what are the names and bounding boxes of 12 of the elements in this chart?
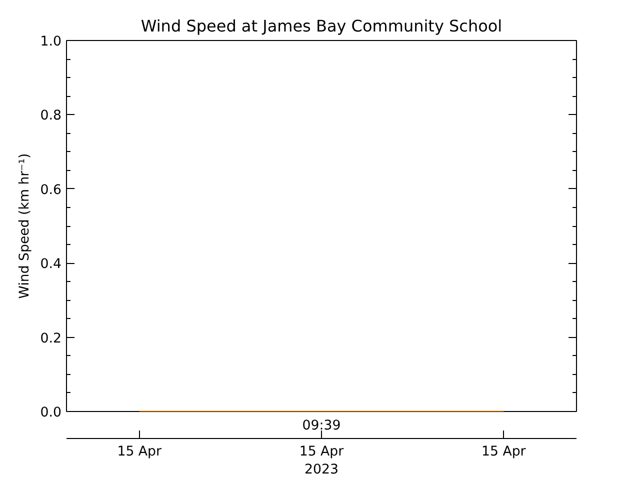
y-tick-label: 0.0 <box>40 406 62 420</box>
x-tick-label: 15 Apr <box>482 444 526 460</box>
y-tick-label: 0.6 <box>40 182 62 198</box>
y-tick-label: 1.0 <box>40 34 62 50</box>
x-tick-label: 15 Apr 2023 <box>299 444 344 478</box>
y-axis-title: Wind Speed (km hr⁻¹) <box>17 153 32 299</box>
x-tick-label: 15 Apr <box>117 444 162 460</box>
text: 09:39 <box>302 418 341 434</box>
y-tick-label: 0.2 <box>40 331 62 346</box>
y-tick-label: 0.8 <box>40 108 62 124</box>
chart-title: Wind Speed at James Bay Community School <box>140 16 502 36</box>
y-tick-label: 0.4 <box>40 257 62 272</box>
